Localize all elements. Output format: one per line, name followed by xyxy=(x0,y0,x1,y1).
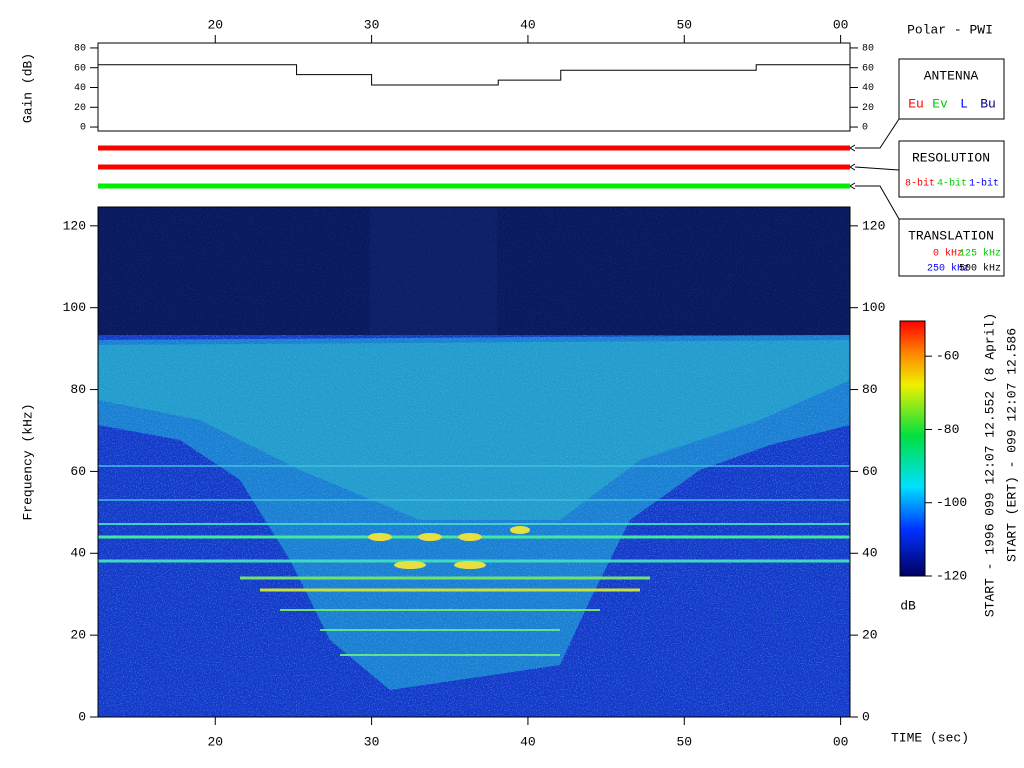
y-tick-label: 40 xyxy=(74,83,86,94)
y-tick-label: 60 xyxy=(74,63,86,74)
hot-spots xyxy=(368,526,530,569)
y-tick-label: 100 xyxy=(862,300,885,315)
legend-item: 250 kHz xyxy=(927,263,969,275)
colorbar-label: dB xyxy=(900,598,916,613)
y-tick-label: 80 xyxy=(74,44,86,55)
y-tick-label: 20 xyxy=(862,103,874,114)
legend-title: TRANSLATION xyxy=(908,228,994,243)
y-tick-label: 0 xyxy=(78,709,86,724)
legend-item: Bu xyxy=(980,96,996,111)
y-tick-label: 60 xyxy=(862,63,874,74)
legend-title: RESOLUTION xyxy=(912,150,990,165)
y-tick-label: 40 xyxy=(862,83,874,94)
x-tick-label: 30 xyxy=(364,734,380,749)
y-tick-label: 60 xyxy=(862,464,878,479)
legend-box xyxy=(898,218,1005,277)
y-tick-label: 0 xyxy=(80,123,86,134)
title: Polar - PWI xyxy=(907,22,993,37)
y-tick-label: 120 xyxy=(862,218,885,233)
y-tick-label: 80 xyxy=(862,44,874,55)
x-tick-label: 40 xyxy=(520,17,536,32)
legend-item: 0 kHz xyxy=(933,248,963,260)
y-tick-label: 0 xyxy=(862,709,870,724)
y-tick-label: 60 xyxy=(70,464,86,479)
y-axis-label: Frequency (kHz) xyxy=(20,403,35,520)
y-tick-label: 40 xyxy=(862,546,878,561)
y-tick-label: 100 xyxy=(63,300,86,315)
colorbar xyxy=(899,320,926,577)
gain-label: Gain (dB) xyxy=(20,53,35,123)
legend-box xyxy=(898,140,1005,198)
x-tick-label: 20 xyxy=(207,17,223,32)
gain-line xyxy=(98,64,850,86)
legend-item: 4-bit xyxy=(937,178,967,190)
colorbar-tick-label: -100 xyxy=(936,495,967,510)
colorbar-tick-label: -120 xyxy=(936,568,967,583)
x-tick-label: 50 xyxy=(676,17,692,32)
start-ert: START (ERT) - 099 12:07 12.586 xyxy=(1004,328,1019,562)
y-tick-label: 0 xyxy=(862,123,868,134)
y-tick-label: 120 xyxy=(63,218,86,233)
legend-item: 8-bit xyxy=(905,178,935,190)
y-tick-label: 20 xyxy=(70,628,86,643)
x-tick-label: 00 xyxy=(833,734,849,749)
y-tick-label: 40 xyxy=(70,546,86,561)
spectrogram xyxy=(98,207,850,717)
x-tick-label: 40 xyxy=(520,734,536,749)
legend-item: 1-bit xyxy=(969,178,999,190)
legend-item: 500 kHz xyxy=(959,263,1001,275)
gain-frame xyxy=(97,42,851,132)
legend-item: L xyxy=(960,96,968,111)
start-time: START - 1996 099 12:07 12.552 (8 April) xyxy=(982,313,997,617)
spectral-lines xyxy=(98,465,850,656)
x-tick-label: 50 xyxy=(676,734,692,749)
arrows xyxy=(849,118,900,220)
legend-item: Eu xyxy=(908,96,924,111)
x-tick-label: 20 xyxy=(207,734,223,749)
colorbar-tick-label: -60 xyxy=(936,349,959,364)
x-tick-label: 30 xyxy=(364,17,380,32)
y-tick-label: 20 xyxy=(74,103,86,114)
spectrogram-frame xyxy=(97,206,851,718)
x-tick-label: 00 xyxy=(833,17,849,32)
y-tick-label: 80 xyxy=(862,382,878,397)
colorbar-tick-label: -80 xyxy=(936,422,959,437)
legend-title: ANTENNA xyxy=(924,68,979,83)
legend-item: Ev xyxy=(932,96,948,111)
legend-item: 125 kHz xyxy=(959,248,1001,260)
legend-box xyxy=(898,58,1005,120)
x-axis-label: TIME (sec) xyxy=(891,730,969,745)
y-tick-label: 80 xyxy=(70,382,86,397)
y-tick-label: 20 xyxy=(862,628,878,643)
